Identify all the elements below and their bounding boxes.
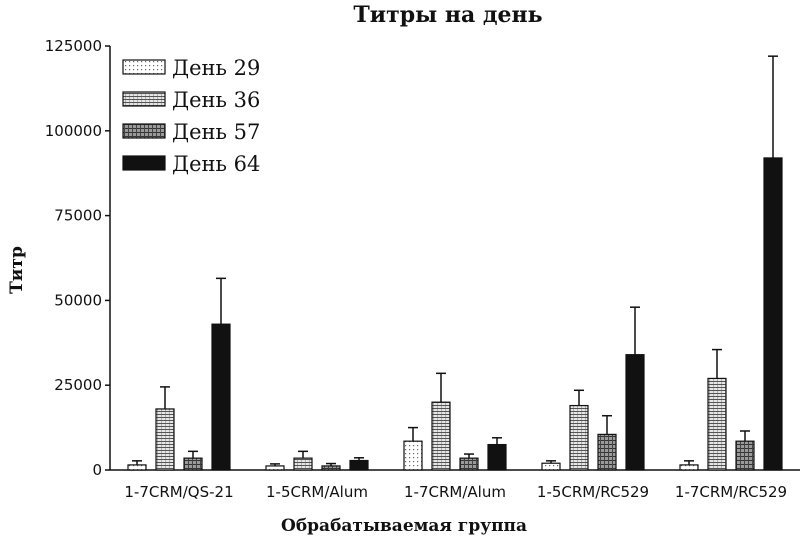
x-tick-label: 1-5CRM/Alum <box>266 483 368 501</box>
bar <box>184 458 202 470</box>
legend-swatch <box>123 60 165 74</box>
bar <box>542 463 560 470</box>
bar <box>736 441 754 470</box>
y-axis-label: Титр <box>7 246 27 294</box>
y-tick-label: 50000 <box>54 291 102 309</box>
bar <box>432 402 450 470</box>
y-tick-label: 100000 <box>45 122 102 140</box>
legend-entry: День 29 <box>172 56 260 80</box>
y-ticks: 0 25000 50000 75000 100000 125000 <box>45 37 110 479</box>
bar <box>598 434 616 470</box>
bar <box>680 465 698 470</box>
y-tick-label: 25000 <box>54 376 102 394</box>
bar <box>266 466 284 470</box>
bar <box>322 466 340 470</box>
bar <box>570 406 588 470</box>
bar <box>156 409 174 470</box>
legend-swatch <box>123 156 165 170</box>
x-tick-label: 1-7CRM/Alum <box>404 483 506 501</box>
x-axis-label: Обрабатываемая группа <box>281 516 527 536</box>
y-tick-label: 125000 <box>45 37 102 55</box>
bar <box>212 324 230 470</box>
y-tick-label: 0 <box>92 461 102 479</box>
bar <box>708 378 726 470</box>
legend: День 29 День 36 День 57 День 64 <box>123 56 260 176</box>
bar <box>460 458 478 470</box>
bar <box>294 458 312 470</box>
x-tick-label: 1-7CRM/RC529 <box>675 483 787 501</box>
category-labels: 1-7CRM/QS-21 1-5CRM/Alum 1-7CRM/Alum 1-5CRM… <box>124 483 787 501</box>
bar <box>488 445 506 470</box>
legend-entry: День 64 <box>172 152 260 176</box>
bar <box>128 465 146 470</box>
legend-entry: День 57 <box>172 120 260 144</box>
bars <box>128 56 782 470</box>
x-tick-label: 1-5CRM/RC529 <box>537 483 649 501</box>
legend-entry: День 36 <box>172 88 260 112</box>
x-tick-label: 1-7CRM/QS-21 <box>124 483 233 501</box>
legend-swatch <box>123 124 165 138</box>
bar <box>404 441 422 470</box>
y-tick-label: 75000 <box>54 207 102 225</box>
bar <box>350 461 368 470</box>
chart-title: Титры на день <box>353 2 542 28</box>
bar <box>626 355 644 470</box>
bar <box>764 158 782 470</box>
legend-swatch <box>123 92 165 106</box>
